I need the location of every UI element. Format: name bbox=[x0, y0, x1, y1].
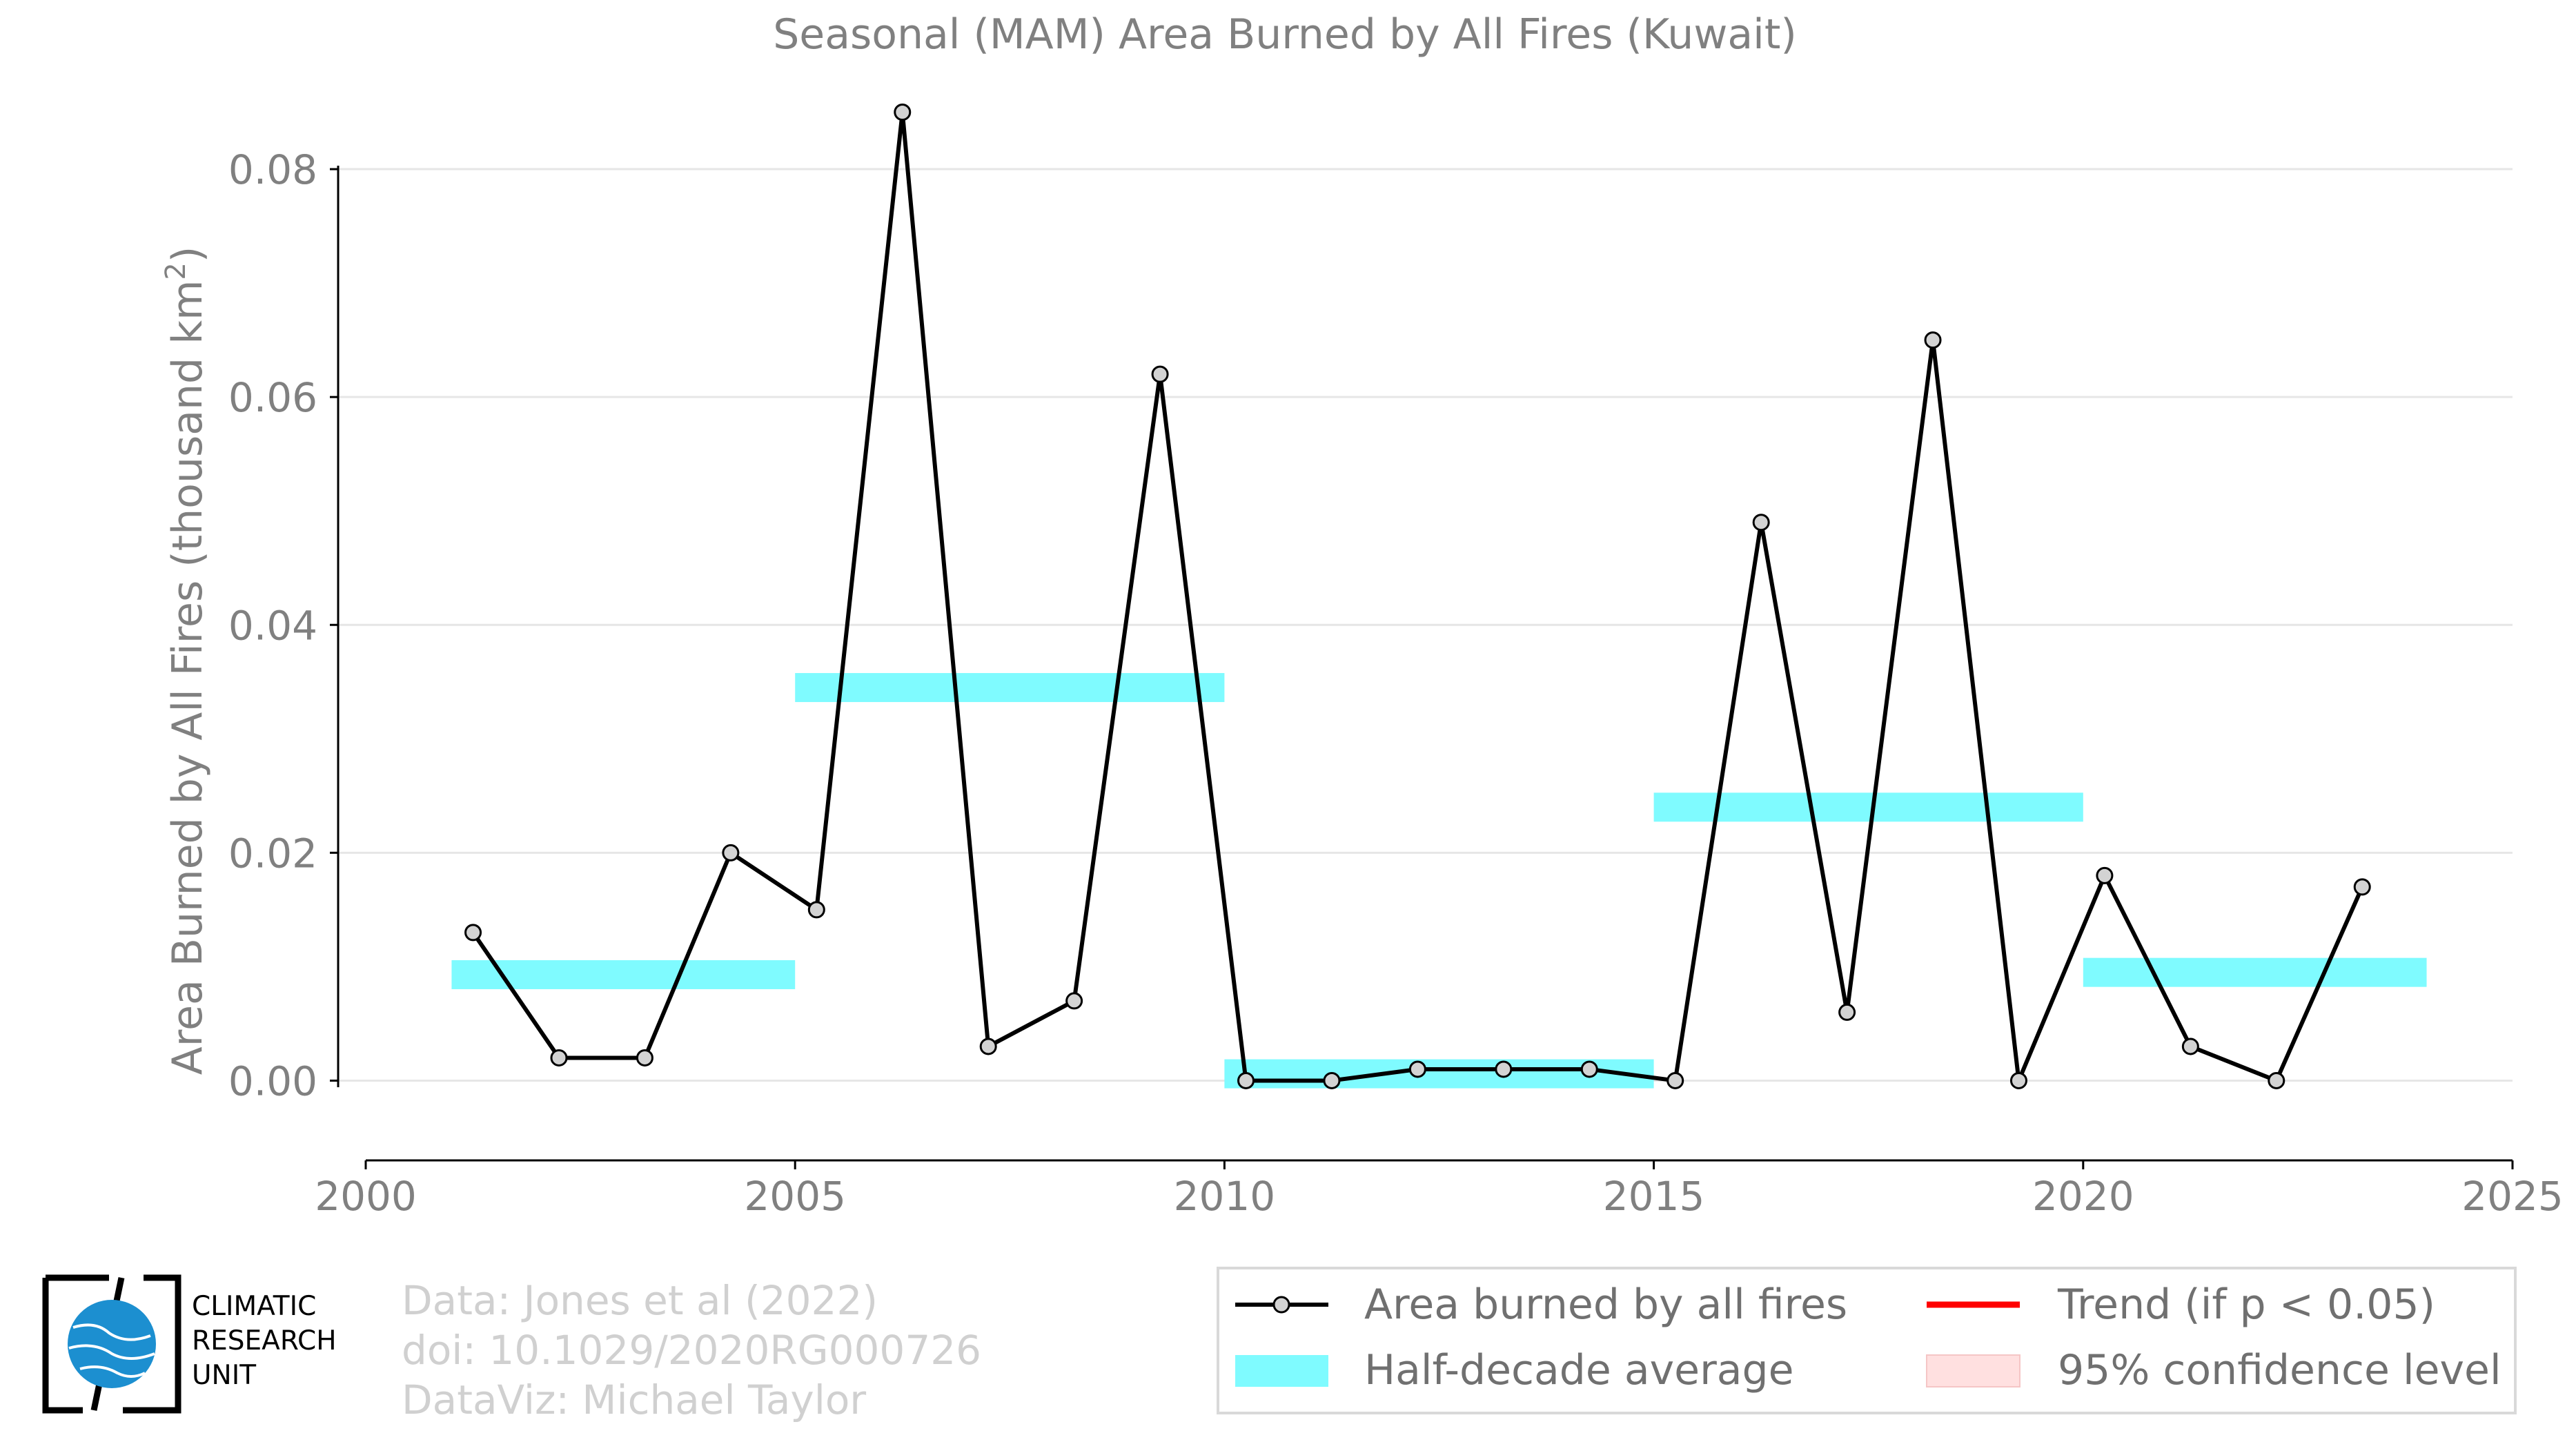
data-point bbox=[1838, 1003, 1856, 1021]
x-tick-label: 2025 bbox=[2461, 1173, 2564, 1220]
half-decade-bands bbox=[451, 673, 2427, 1089]
y-tick-label: 0.04 bbox=[228, 602, 317, 649]
data-point bbox=[464, 924, 482, 942]
series-line-area-burned bbox=[471, 110, 2364, 1083]
y-tick-label: 0.02 bbox=[228, 830, 317, 877]
y-tick-label: 0.08 bbox=[228, 146, 317, 193]
legend-frame bbox=[1217, 1267, 2517, 1414]
data-point bbox=[1495, 1060, 1513, 1078]
credits: Data: Jones et al (2022) doi: 10.1029/20… bbox=[402, 1276, 981, 1425]
legend-swatch-confidence bbox=[1926, 1354, 2021, 1387]
y-tick-label: 0.06 bbox=[228, 374, 317, 421]
data-point bbox=[979, 1038, 997, 1055]
chart-title: Seasonal (MAM) Area Burned by All Fires … bbox=[773, 10, 1797, 59]
data-point bbox=[1323, 1071, 1341, 1089]
data-point bbox=[636, 1049, 653, 1067]
data-point bbox=[722, 844, 740, 861]
logo-line-1: CLIMATIC bbox=[192, 1291, 317, 1322]
data-point bbox=[807, 901, 825, 919]
data-point bbox=[894, 104, 912, 121]
globe-icon bbox=[42, 1274, 181, 1414]
credits-doi: doi: 10.1029/2020RG000726 bbox=[402, 1327, 982, 1374]
data-point bbox=[1580, 1060, 1598, 1078]
legend: Area burned by all fires Trend (if p < 0… bbox=[1217, 1267, 2517, 1414]
data-point bbox=[2353, 878, 2371, 896]
legend-swatch-half-decade bbox=[1235, 1355, 1328, 1387]
y-tick-label: 0.00 bbox=[228, 1058, 317, 1104]
y-axis-label: Area Burned by All Fires (thousand km2) bbox=[160, 246, 212, 1075]
x-tick-label: 2005 bbox=[744, 1173, 846, 1220]
data-point bbox=[1666, 1071, 1684, 1089]
legend-label-trend: Trend (if p < 0.05) bbox=[2057, 1280, 2435, 1329]
data-point bbox=[2096, 866, 2114, 884]
data-point bbox=[2009, 1071, 2027, 1089]
legend-label-area-burned: Area burned by all fires bbox=[1364, 1280, 1847, 1329]
credits-dataviz: DataViz: Michael Taylor bbox=[402, 1376, 867, 1423]
cru-logo: CLIMATIC RESEARCH UNIT bbox=[40, 1272, 364, 1417]
logo-line-3: UNIT bbox=[192, 1360, 257, 1391]
half-decade-band bbox=[1653, 792, 2083, 822]
data-point bbox=[1065, 992, 1083, 1010]
legend-label-half-decade: Half-decade average bbox=[1364, 1346, 1794, 1394]
x-tick-label: 2020 bbox=[2032, 1173, 2134, 1220]
credits-data: Data: Jones et al (2022) bbox=[402, 1277, 878, 1324]
legend-label-confidence: 95% confidence level bbox=[2058, 1346, 2501, 1394]
data-point bbox=[1237, 1071, 1255, 1089]
data-point bbox=[550, 1049, 568, 1067]
data-point bbox=[2268, 1071, 2285, 1089]
series-points bbox=[464, 104, 2371, 1089]
y-axis-ticks: 0.00 0.02 0.04 0.06 0.08 bbox=[228, 146, 338, 1104]
half-decade-band bbox=[795, 673, 1225, 703]
data-point bbox=[1151, 365, 1169, 383]
x-tick-label: 2010 bbox=[1174, 1173, 1276, 1220]
grid bbox=[338, 168, 2513, 1082]
x-axis-ticks: 2000 2005 2010 2015 2020 2025 bbox=[315, 1160, 2564, 1220]
data-point bbox=[1752, 514, 1770, 532]
data-point bbox=[2181, 1038, 2199, 1055]
half-decade-band bbox=[2083, 957, 2427, 987]
data-point bbox=[1924, 331, 1942, 349]
x-tick-label: 2000 bbox=[315, 1173, 417, 1220]
x-tick-label: 2015 bbox=[1603, 1173, 1705, 1220]
logo-line-2: RESEARCH bbox=[192, 1325, 337, 1356]
legend-marker-area-burned bbox=[1272, 1296, 1290, 1314]
data-point bbox=[1408, 1060, 1426, 1078]
